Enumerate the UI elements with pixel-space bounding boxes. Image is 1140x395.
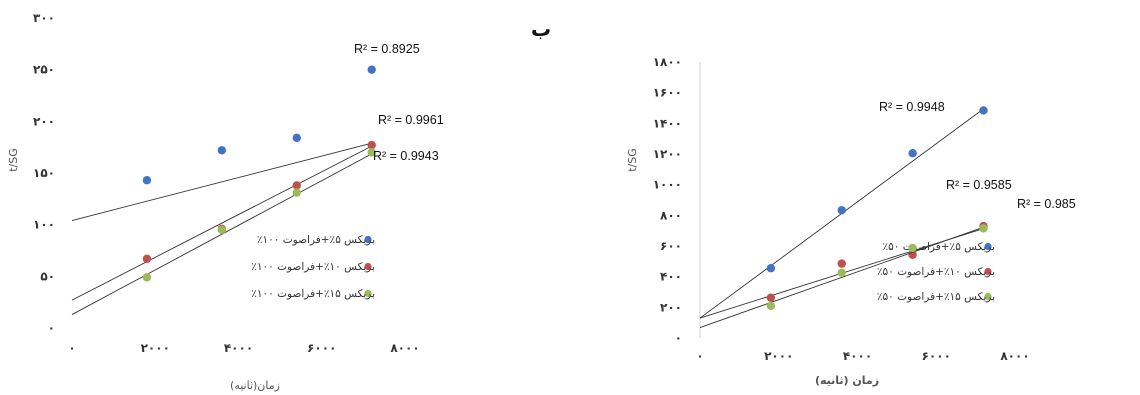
data-point [142, 273, 152, 282]
y-tick-label: ۱۶۰۰ [653, 86, 682, 100]
x-tick-label: ۶۰۰۰ [922, 349, 951, 363]
trendline [71, 142, 372, 221]
data-point [908, 243, 917, 253]
y-tick-label: ۲۵۰ [33, 63, 55, 77]
trendline [71, 145, 372, 301]
x-tick-label: ۶۰۰۰ [307, 341, 336, 355]
x-tick-label: ۸۰۰۰ [1000, 349, 1029, 363]
legend-marker [984, 267, 992, 276]
data-point [367, 140, 376, 150]
y-axis-title: t/SG [626, 148, 639, 172]
legend-marker [364, 235, 372, 244]
data-point [217, 225, 227, 235]
legend-label: بریکس ۱۰٪+فراصوت ۵۰٪ [877, 266, 995, 278]
data-point [142, 254, 152, 263]
r-squared-label: R² = 0.9585 [946, 178, 1012, 192]
legend-marker [364, 289, 372, 298]
data-point [979, 106, 988, 115]
y-tick-label: ۴۰۰ [660, 270, 682, 284]
data-point [292, 181, 301, 190]
data-point [292, 133, 301, 143]
legend-label: بریکس ۱۵٪+فراصوت ۵۰٪ [877, 291, 995, 303]
x-tick-label: ۰ [696, 349, 703, 363]
y-tick-label: ۰ [675, 331, 682, 345]
y-tick-label: ۱۴۰۰ [653, 116, 682, 130]
x-tick-label: ۰ [68, 341, 75, 355]
y-tick-label: ۲۰۰ [33, 114, 55, 128]
chart-right: ۰ ۲۰۰۰ ۴۰۰۰ ۶۰۰۰ ۸۰۰۰ ۰ ۲۰۰ ۴۰۰ ۶۰۰ ۸۰۰ ۱۰۰۰ ۱۲۰۰ ۱۴… [626, 55, 1076, 387]
y-tick-label: ۱۰۰ [33, 218, 55, 232]
data-point [837, 206, 846, 215]
data-point [837, 268, 846, 278]
trendline [71, 153, 372, 315]
legend-marker [364, 262, 372, 271]
data-point [292, 188, 301, 197]
y-axis-title: t/SG [7, 148, 20, 172]
r-squared-label: R² = 0.985 [1017, 197, 1076, 211]
legend-marker [984, 242, 992, 251]
y-tick-label: ۲۰۰ [660, 300, 682, 314]
data-point [766, 264, 776, 273]
legend-marker [984, 292, 992, 301]
y-tick-label: ۱۰۰۰ [653, 178, 682, 192]
x-tick-label: ۲۰۰۰ [764, 349, 793, 363]
y-tick-label: ۱۸۰۰ [653, 55, 682, 69]
data-point [837, 259, 846, 268]
legend-label: بریکس ۱۰٪+فراصوت ۱۰۰٪ [251, 261, 375, 273]
x-tick-label: ۲۰۰۰ [141, 341, 170, 355]
x-tick-label: ۴۰۰۰ [843, 349, 872, 363]
r-squared-label: R² = 0.8925 [354, 42, 420, 56]
data-point [766, 293, 776, 302]
x-axis-title: زمان (ثانیه) [815, 374, 879, 387]
y-tick-label: ۸۰۰ [660, 208, 682, 222]
r-squared-label: R² = 0.9961 [378, 113, 444, 127]
y-tick-label: ۳۰۰ [33, 11, 55, 25]
data-point [217, 146, 227, 155]
trendline [699, 226, 984, 328]
data-point [142, 176, 152, 185]
data-point [367, 148, 376, 157]
x-tick-label: ۴۰۰۰ [224, 341, 253, 355]
legend-label: بریکس ۵٪+فراصوت ۱۰۰٪ [257, 234, 375, 246]
r-squared-label: R² = 0.9943 [373, 149, 439, 163]
data-point [908, 149, 917, 158]
y-tick-label: ۱۵۰ [33, 166, 55, 180]
x-tick-label: ۸۰۰۰ [390, 341, 419, 355]
data-point [367, 65, 376, 74]
panel-label: ب [531, 17, 551, 41]
x-axis-title: زمان(ثانیه) [230, 379, 280, 392]
y-tick-label: ۶۰۰ [660, 239, 682, 253]
y-tick-label: ۵۰ [40, 269, 55, 283]
data-point [766, 301, 776, 310]
chart-left: ۰ ۲۰۰۰ ۴۰۰۰ ۶۰۰۰ ۸۰۰۰ ۰ ۵۰ ۱۰۰ ۱۵۰ ۲۰۰ ۲۵۰ ۳۰۰ t/SG ز… [7, 11, 444, 392]
legend-label: بریکس ۱۵٪+فراصوت ۱۰۰٪ [251, 288, 375, 300]
r-squared-label: R² = 0.9948 [879, 100, 945, 114]
data-point [979, 224, 988, 233]
y-tick-label: ۰ [48, 321, 55, 335]
y-tick-label: ۱۲۰۰ [653, 147, 682, 161]
